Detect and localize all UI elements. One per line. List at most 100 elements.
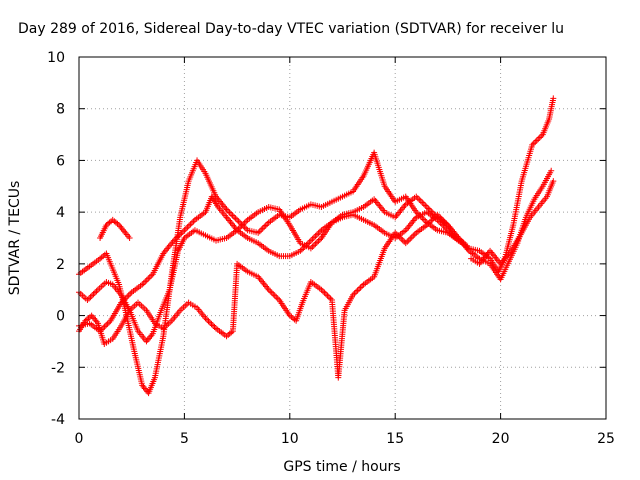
data-point [126,235,133,241]
data-point-trace [408,234,415,241]
data-point-trace [417,198,424,205]
data-point-trace [407,235,414,242]
data-point-trace [310,242,317,249]
data-point-trace [206,319,213,326]
data-point [455,237,462,244]
x-tick-label: 20 [492,431,510,447]
x-tick-label: 25 [597,431,615,447]
data-point-trace [210,322,217,329]
data-point-trace [185,222,192,229]
x-tick-label: 15 [386,431,404,447]
data-point-trace [93,288,100,295]
data-point-trace [142,278,149,285]
y-tick-label: 2 [56,257,65,273]
data-point-trace [536,134,543,141]
data-point [423,203,430,210]
data-point-trace [187,221,194,228]
data-point-trace [184,224,191,231]
plot-frame [78,56,607,420]
data-point-trace [420,216,427,223]
y-tick-label: 8 [56,102,65,118]
data-point-trace [313,239,320,246]
data-point-trace [419,199,426,206]
data-point-trace [232,215,239,222]
data-point-trace [410,232,417,239]
data-point [548,167,555,174]
data-point-trace [356,285,363,292]
data-point-trace [319,288,326,295]
data-point-trace [535,136,542,143]
data-point-trace [312,233,319,240]
data-point-trace [190,218,197,225]
data-point-trace [313,231,320,238]
data-point-trace [309,236,316,243]
data-point-trace [316,236,323,243]
data-point-trace [420,201,427,208]
data-point-trace [532,138,539,145]
data-point-trace [225,208,232,215]
data-point-trace [256,228,263,235]
data-point [181,227,188,234]
data-point-trace [228,210,235,217]
data-point-trace [143,277,150,284]
data-point-trace [203,316,210,323]
data-point-trace [273,294,280,301]
y-tick-label: -4 [51,412,65,428]
data-point-trace [354,287,361,294]
data-point-trace [87,294,94,301]
data-point-trace [411,231,418,238]
data-point-trace [261,223,268,230]
data-point [307,237,314,244]
data-point-trace [315,230,322,237]
data-point-trace [88,292,95,299]
axis-ticks: 0 5 10 15 20 25 -4 -2 0 2 4 6 8 10 [47,50,615,447]
data-point-trace [399,237,406,244]
data-point-trace [321,289,328,296]
data-point-trace [405,237,412,244]
data-marks [76,95,557,397]
data-point-trace [404,238,411,245]
data-point [234,216,241,223]
data-point [550,178,557,185]
data-point-trace [90,291,97,298]
data-point-trace [357,284,364,291]
series-1 [76,167,555,345]
data-point-trace [182,225,189,232]
data-point-trace [359,283,366,290]
data-point-trace [259,225,266,232]
data-point-trace [237,224,244,231]
y-tick-label: 6 [56,153,65,169]
data-point-trace [208,321,215,328]
data-point-trace [179,228,186,235]
data-point-trace [104,320,111,327]
data-point-trace [270,291,277,298]
series-4 [97,216,133,241]
data-point-trace [315,237,322,244]
data-point-trace [145,275,152,282]
data-point-trace [103,322,110,329]
x-tick-label: 10 [281,431,299,447]
data-point-trace [127,290,134,297]
data-point-trace [175,233,182,240]
data-point-trace [125,292,132,299]
y-tick-label: 10 [47,50,65,66]
data-point-trace [322,291,329,298]
series-5 [468,178,557,267]
y-tick-label: 0 [56,309,65,325]
data-point [402,240,409,247]
data-point-trace [241,219,248,226]
data-point-trace [91,289,98,296]
data-point-trace [271,292,278,299]
data-point-trace [140,280,147,287]
data-point-trace [173,234,180,241]
data-point-trace [353,288,360,295]
data-point-trace [324,292,331,299]
series-2 [76,211,470,381]
data-point-trace [267,288,274,295]
data-point-trace [310,234,317,241]
data-point-trace [316,228,323,235]
data-point-trace [262,222,269,229]
data-point-trace [235,218,242,225]
data-point [463,242,470,249]
